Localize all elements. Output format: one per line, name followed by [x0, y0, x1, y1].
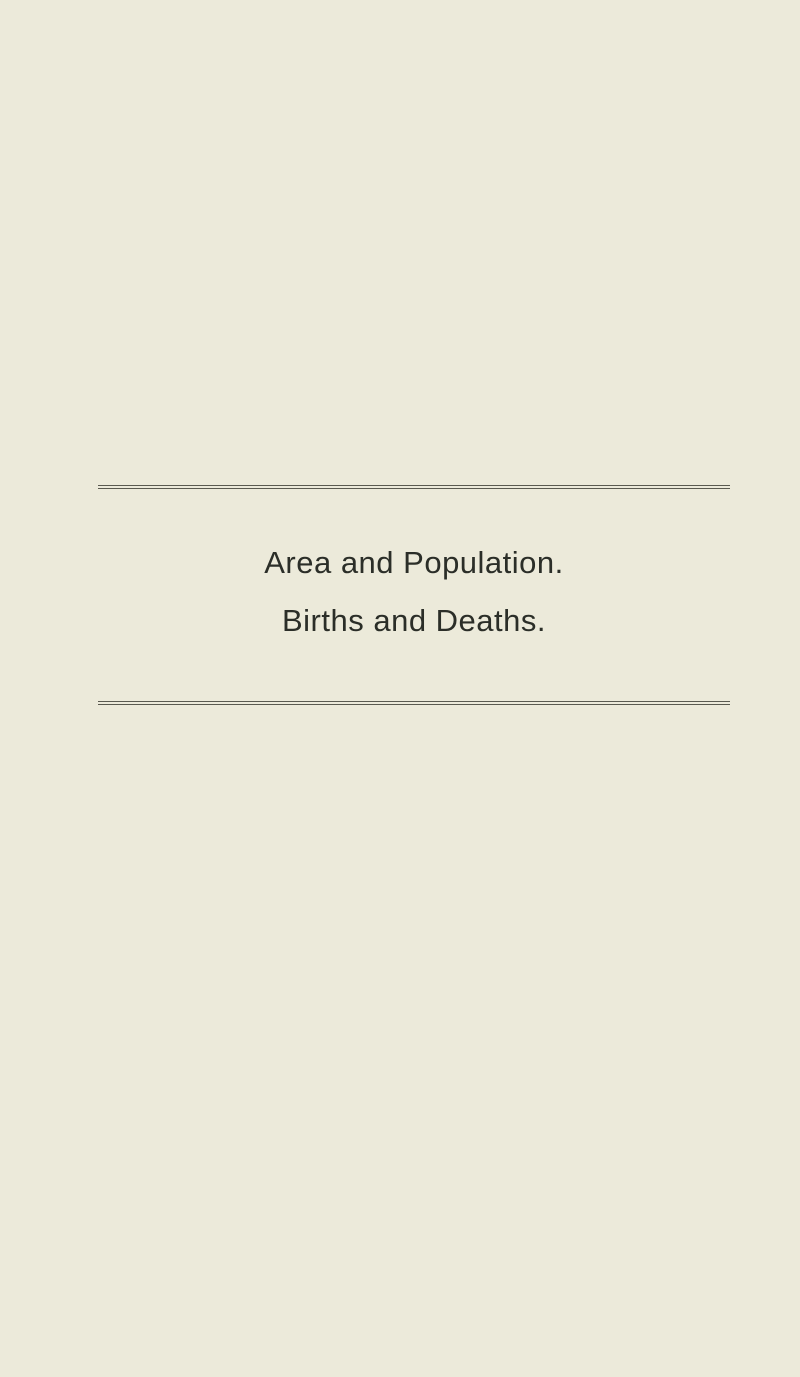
title-block: Area and Population. Births and Deaths. — [98, 489, 730, 701]
document-page: Area and Population. Births and Deaths. — [0, 0, 800, 1377]
content-block: Area and Population. Births and Deaths. — [98, 485, 730, 705]
title-line-1: Area and Population. — [98, 545, 730, 581]
title-line-2: Births and Deaths. — [98, 603, 730, 639]
bottom-rule — [98, 701, 730, 705]
